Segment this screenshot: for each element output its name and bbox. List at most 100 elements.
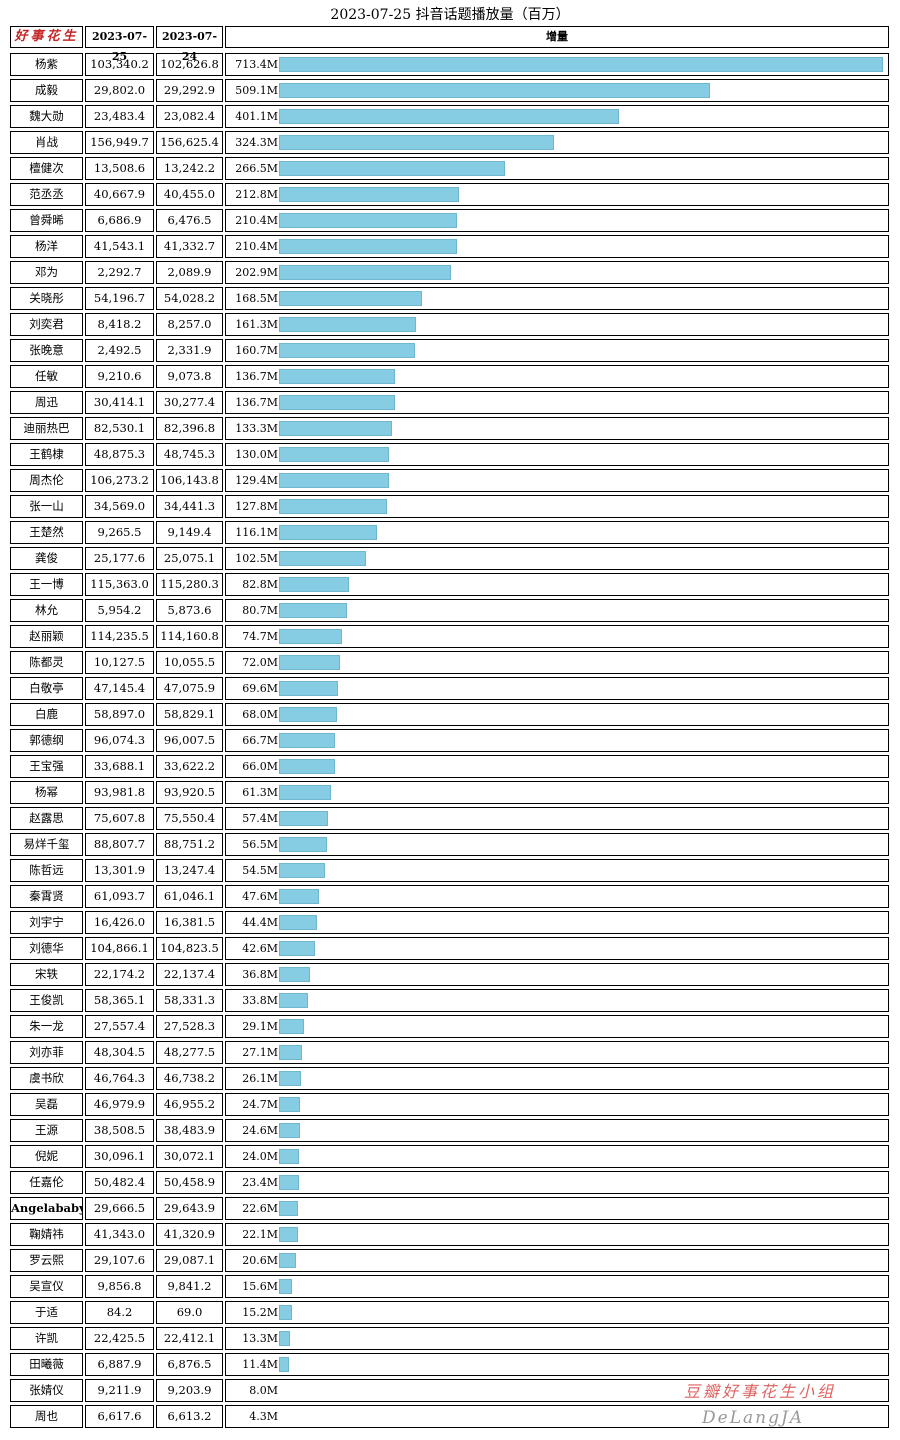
increase-label: 24.6M [242,1124,278,1137]
row-value-0724: 50,458.9 [156,1171,223,1194]
increase-bar [279,811,328,826]
row-value-0724: 41,320.9 [156,1223,223,1246]
row-value-0724: 9,203.9 [156,1379,223,1402]
row-increase-cell: 127.8M [225,495,889,518]
row-increase-cell: 401.1M [225,105,889,128]
increase-label: 129.4M [235,474,278,487]
increase-label: 136.7M [235,396,278,409]
increase-label: 33.8M [242,994,278,1007]
row-value-0725: 114,235.5 [85,625,154,648]
row-value-0724: 34,441.3 [156,495,223,518]
row-value-0725: 22,425.5 [85,1327,154,1350]
row-name: 成毅 [10,79,83,102]
row-increase-cell: 22.6M [225,1197,889,1220]
row-value-0725: 93,981.8 [85,781,154,804]
row-increase-cell: 36.8M [225,963,889,986]
row-name: 王楚然 [10,521,83,544]
table-row: 张晚意 2,492.5 2,331.9 160.7M [0,338,900,364]
row-increase-cell: 33.8M [225,989,889,1012]
table-row: 刘奕君 8,418.2 8,257.0 161.3M [0,312,900,338]
row-name: 张一山 [10,495,83,518]
row-increase-cell: 24.6M [225,1119,889,1142]
row-value-0724: 75,550.4 [156,807,223,830]
row-value-0724: 41,332.7 [156,235,223,258]
increase-label: 68.0M [242,708,278,721]
row-value-0724: 104,823.5 [156,937,223,960]
row-name: 刘亦菲 [10,1041,83,1064]
increase-bar [279,837,327,852]
row-value-0725: 8,418.2 [85,313,154,336]
row-name: Angelababy [10,1197,83,1220]
row-increase-cell: 24.0M [225,1145,889,1168]
table-row: 陈都灵 10,127.5 10,055.5 72.0M [0,650,900,676]
table-row: 虞书欣 46,764.3 46,738.2 26.1M [0,1066,900,1092]
row-value-0724: 47,075.9 [156,677,223,700]
row-name: 邓为 [10,261,83,284]
increase-bar [279,629,342,644]
increase-bar [279,915,317,930]
row-increase-cell: 210.4M [225,235,889,258]
row-name: 任敏 [10,365,83,388]
row-name: 林允 [10,599,83,622]
row-value-0724: 58,331.3 [156,989,223,1012]
table-row: 吴宣仪 9,856.8 9,841.2 15.6M [0,1274,900,1300]
increase-bar [279,993,308,1008]
row-value-0725: 84.2 [85,1301,154,1324]
increase-bar [279,967,310,982]
row-value-0725: 13,508.6 [85,157,154,180]
table-row: 刘亦菲 48,304.5 48,277.5 27.1M [0,1040,900,1066]
increase-label: 56.5M [242,838,278,851]
increase-bar [279,941,315,956]
increase-label: 509.1M [235,84,278,97]
table-row: 秦霄贤 61,093.7 61,046.1 47.6M [0,884,900,910]
table-row: 王一博 115,363.0 115,280.3 82.8M [0,572,900,598]
table-row: 赵丽颖 114,235.5 114,160.8 74.7M [0,624,900,650]
increase-label: 54.5M [242,864,278,877]
row-value-0724: 6,476.5 [156,209,223,232]
row-increase-cell: 66.0M [225,755,889,778]
row-name: 易烊千玺 [10,833,83,856]
increase-label: 69.6M [242,682,278,695]
row-name: 许凯 [10,1327,83,1350]
increase-bar [279,551,366,566]
table-row: 迪丽热巴 82,530.1 82,396.8 133.3M [0,416,900,442]
row-value-0724: 114,160.8 [156,625,223,648]
table-row: 杨洋 41,543.1 41,332.7 210.4M [0,234,900,260]
increase-bar [279,1279,292,1294]
increase-label: 26.1M [242,1072,278,1085]
increase-label: 11.4M [242,1358,278,1371]
row-value-0725: 23,483.4 [85,105,154,128]
increase-bar [279,577,349,592]
table-row: 张一山 34,569.0 34,441.3 127.8M [0,494,900,520]
row-name: 肖战 [10,131,83,154]
row-value-0725: 46,764.3 [85,1067,154,1090]
row-value-0725: 38,508.5 [85,1119,154,1142]
increase-bar [279,785,331,800]
increase-bar [279,109,619,124]
increase-label: 266.5M [235,162,278,175]
row-increase-cell: 80.7M [225,599,889,622]
column-header-date1: 2023-07-25 [85,26,154,63]
row-value-0724: 8,257.0 [156,313,223,336]
row-value-0724: 93,920.5 [156,781,223,804]
row-increase-cell: 129.4M [225,469,889,492]
row-value-0725: 106,273.2 [85,469,154,492]
increase-label: 29.1M [242,1020,278,1033]
table-row: 王俊凯 58,365.1 58,331.3 33.8M [0,988,900,1014]
row-name: 王俊凯 [10,989,83,1012]
row-value-0725: 2,292.7 [85,261,154,284]
table-row: 曾舜晞 6,686.9 6,476.5 210.4M [0,208,900,234]
row-increase-cell: 20.6M [225,1249,889,1272]
row-name: 罗云熙 [10,1249,83,1272]
row-increase-cell: 72.0M [225,651,889,674]
table-row: 易烊千玺 88,807.7 88,751.2 56.5M [0,832,900,858]
increase-label: 66.7M [242,734,278,747]
increase-label: 80.7M [242,604,278,617]
table-row: 王源 38,508.5 38,483.9 24.6M [0,1118,900,1144]
row-increase-cell: 266.5M [225,157,889,180]
table-row: 林允 5,954.2 5,873.6 80.7M [0,598,900,624]
row-increase-cell: 102.5M [225,547,889,570]
increase-label: 127.8M [235,500,278,513]
table-row: 倪妮 30,096.1 30,072.1 24.0M [0,1144,900,1170]
increase-bar [279,447,389,462]
